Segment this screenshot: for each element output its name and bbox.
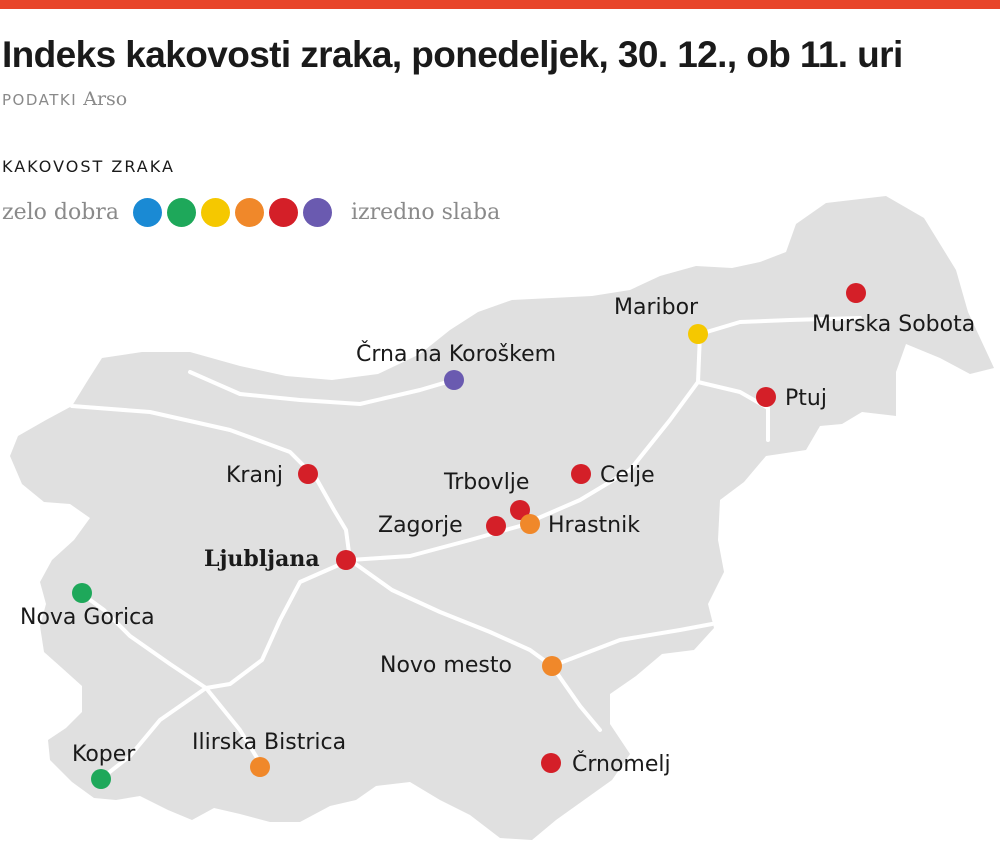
- city-label-kranj: Kranj: [226, 463, 283, 488]
- city-label-ljubljana: Ljubljana: [204, 546, 320, 572]
- city-labels: Maribor Murska Sobota Črna na Koroškem P…: [20, 295, 975, 777]
- city-label-novo-mesto: Novo mesto: [380, 653, 512, 678]
- city-marker[interactable]: [336, 550, 356, 570]
- top-accent-bar: [0, 0, 1000, 9]
- city-marker[interactable]: [91, 769, 111, 789]
- road: [348, 558, 602, 732]
- legend-swatches: [132, 197, 337, 227]
- legend-swatch: [302, 197, 332, 227]
- road: [80, 592, 208, 690]
- city-marker[interactable]: [542, 656, 562, 676]
- road: [100, 558, 352, 780]
- city-marker[interactable]: [486, 516, 506, 536]
- legend-high-label: izredno slaba: [350, 199, 501, 225]
- city-label-nova-gorica: Nova Gorica: [20, 605, 155, 630]
- city-label-crnomelj: Črnomelj: [572, 751, 671, 777]
- city-marker[interactable]: [520, 514, 540, 534]
- city-label-ilirska-bistrica: Ilirska Bistrica: [192, 730, 346, 755]
- legend-swatch: [132, 197, 162, 227]
- city-marker[interactable]: [510, 500, 530, 520]
- city-label-trbovlje: Trbovlje: [443, 470, 529, 495]
- legend-swatch: [234, 197, 264, 227]
- roads: [70, 316, 862, 780]
- source-label: PODATKI: [2, 91, 78, 109]
- city-label-hrastnik: Hrastnik: [548, 513, 640, 538]
- city-label-koper: Koper: [72, 742, 136, 767]
- city-marker[interactable]: [298, 464, 318, 484]
- road: [348, 316, 862, 562]
- road: [70, 404, 352, 562]
- road: [188, 370, 456, 406]
- city-label-crna-na-koroskem: Črna na Koroškem: [356, 341, 556, 367]
- city-marker[interactable]: [846, 283, 866, 303]
- city-marker[interactable]: [444, 370, 464, 390]
- city-label-ptuj: Ptuj: [785, 386, 827, 411]
- road: [550, 622, 714, 668]
- city-marker[interactable]: [571, 464, 591, 484]
- legend-low-label: zelo dobra: [2, 199, 119, 225]
- city-label-zagorje: Zagorje: [378, 513, 463, 538]
- city-marker[interactable]: [250, 757, 270, 777]
- legend-swatch: [200, 197, 230, 227]
- city-marker[interactable]: [688, 324, 708, 344]
- city-marker[interactable]: [756, 387, 776, 407]
- road: [204, 686, 264, 768]
- city-marker[interactable]: [541, 753, 561, 773]
- source-name: Arso: [83, 88, 128, 110]
- map-title: Indeks kakovosti zraka, ponedeljek, 30. …: [2, 34, 903, 75]
- legend: zelo dobra izredno slaba: [2, 195, 500, 229]
- legend-swatch: [166, 197, 196, 227]
- city-marker[interactable]: [72, 583, 92, 603]
- legend-title: KAKOVOST ZRAKA: [2, 157, 175, 176]
- source-line: PODATKI Arso: [2, 88, 127, 110]
- legend-swatch: [268, 197, 298, 227]
- city-label-murska-sobota: Murska Sobota: [812, 312, 975, 337]
- city-label-celje: Celje: [600, 463, 655, 488]
- city-markers: [72, 283, 866, 789]
- road: [696, 380, 770, 442]
- city-label-maribor: Maribor: [614, 295, 699, 320]
